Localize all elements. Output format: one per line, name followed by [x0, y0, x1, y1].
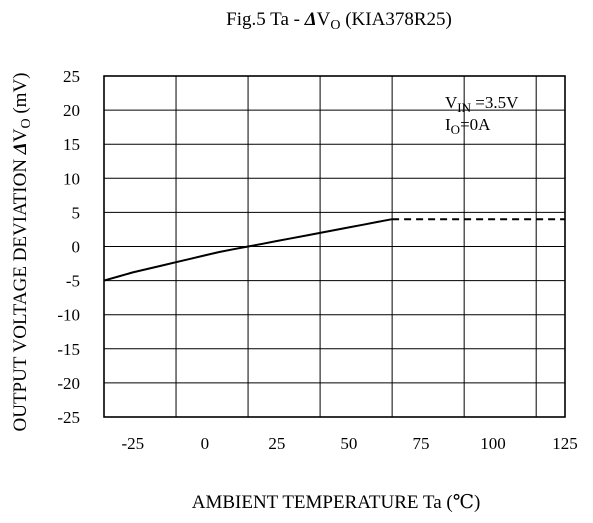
- x-tick-label: 125: [552, 434, 578, 453]
- y-tick-label: 20: [63, 101, 80, 120]
- conditions-annotation: VIN =3.5V IO=0A: [445, 93, 519, 137]
- y-tick-label: -20: [57, 374, 80, 393]
- x-tick-label: 100: [480, 434, 506, 453]
- y-tick-label: -25: [57, 408, 80, 427]
- title-suffix: (KIA378R25): [340, 9, 451, 30]
- y-label-unit: (mV): [10, 73, 31, 119]
- y-tick-label: 15: [63, 135, 80, 154]
- annotation-vin: VIN =3.5V: [445, 93, 519, 115]
- series-line-solid: [103, 218, 393, 282]
- horizontal-gridlines: [104, 109, 565, 384]
- x-tick-label: 50: [340, 434, 357, 453]
- plot-frame: [103, 75, 566, 418]
- data-series: [103, 218, 565, 282]
- y-tick-label: 5: [72, 203, 81, 222]
- title-delta-symbol: Δ: [304, 9, 317, 30]
- title-variable: V: [317, 9, 331, 30]
- x-tick-label: -25: [121, 434, 144, 453]
- y-label-main: OUTPUT VOLTAGE DEVIATION: [10, 154, 31, 431]
- annotation-vin-value: =3.5V: [471, 93, 519, 112]
- title-prefix: Fig.5 Ta -: [226, 9, 305, 30]
- y-tick-label: 10: [63, 169, 80, 188]
- y-axis-label: OUTPUT VOLTAGE DEVIATION ΔVO (mV): [10, 73, 34, 432]
- annotation-io-variable: I: [445, 115, 451, 134]
- y-tick-label: 0: [72, 238, 81, 257]
- y-label-delta-symbol: Δ: [10, 142, 31, 155]
- chart-title: Fig.5 Ta - ΔVO (KIA378R25): [226, 9, 452, 33]
- annotation-io-subscript: O: [451, 122, 460, 137]
- y-tick-label: -5: [66, 272, 80, 291]
- x-tick-labels: -25 0 25 50 75 100 125: [121, 434, 577, 453]
- annotation-vin-subscript: IN: [457, 100, 471, 115]
- annotation-vin-variable: V: [445, 93, 458, 112]
- annotation-io-value: =0A: [460, 115, 491, 134]
- y-tick-labels: 25 20 15 10 5 0 -5 -10 -15 -20 -25: [57, 67, 80, 427]
- annotation-io: IO=0A: [445, 115, 491, 137]
- y-tick-label: 25: [63, 67, 80, 86]
- title-subscript: O: [330, 18, 340, 33]
- y-tick-label: -10: [57, 306, 80, 325]
- x-tick-label: 25: [268, 434, 285, 453]
- x-tick-label: 75: [412, 434, 429, 453]
- y-tick-label: -15: [57, 340, 80, 359]
- x-tick-label: 0: [201, 434, 210, 453]
- y-label-variable: V: [10, 128, 31, 142]
- x-axis-label: AMBIENT TEMPERATURE Ta (℃): [192, 492, 481, 513]
- y-label-subscript: O: [19, 118, 34, 128]
